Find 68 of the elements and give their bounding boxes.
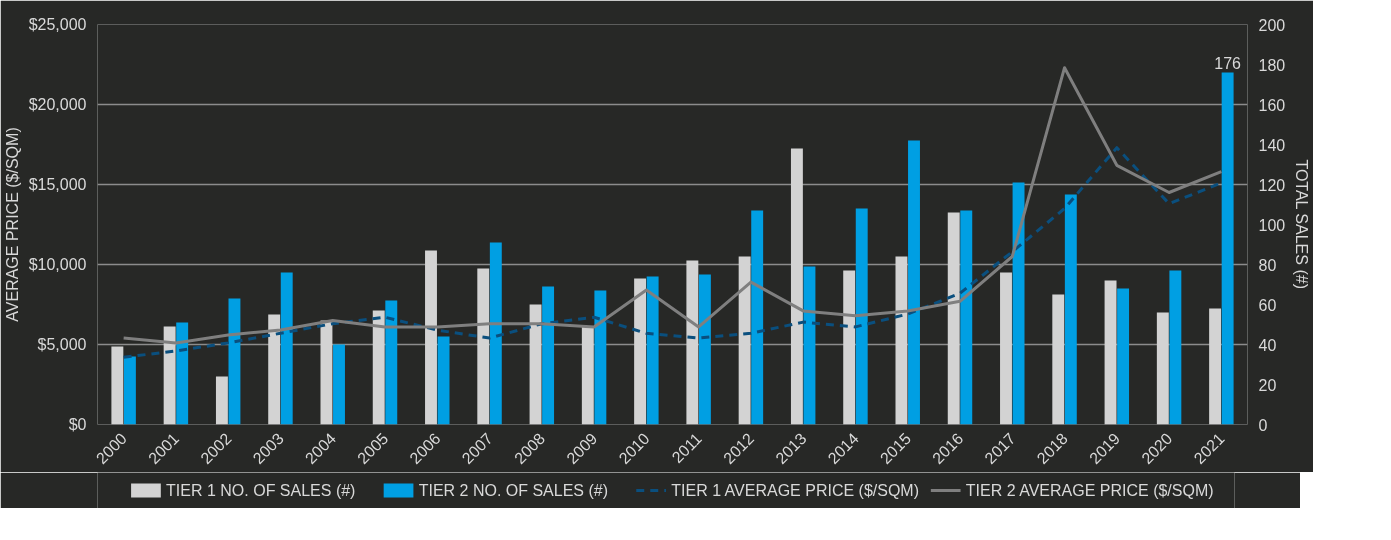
bar xyxy=(477,268,490,425)
bar xyxy=(843,270,856,425)
y-tick-label: $0 xyxy=(68,416,87,433)
bar xyxy=(895,256,908,425)
y2-tick-label: 80 xyxy=(1258,256,1277,274)
bar xyxy=(333,344,345,425)
legend-label: TIER 1 AVERAGE PRICE ($/SQM) xyxy=(671,482,920,499)
bar xyxy=(372,310,385,425)
data-label: 176 xyxy=(1214,54,1242,72)
bar xyxy=(542,286,555,425)
bar xyxy=(489,242,502,425)
y-tick-label: $10,000 xyxy=(28,256,87,273)
bar xyxy=(646,276,659,425)
bar xyxy=(686,260,699,425)
legend-label: TIER 1 NO. OF SALES (#) xyxy=(166,482,356,499)
bar xyxy=(228,298,241,425)
bar xyxy=(1000,272,1012,425)
y2-tick-label: 0 xyxy=(1258,416,1268,434)
y-tick-label: $25,000 xyxy=(28,16,87,33)
bar xyxy=(1209,308,1222,425)
bar xyxy=(268,314,281,425)
bar xyxy=(320,320,333,425)
y2-tick-label: 40 xyxy=(1258,336,1277,354)
y2-tick-label: 160 xyxy=(1258,96,1286,114)
bar xyxy=(529,304,542,425)
bar xyxy=(634,278,647,425)
bar xyxy=(1064,194,1077,425)
bar xyxy=(947,212,960,425)
bar xyxy=(1052,294,1065,425)
bar xyxy=(280,272,293,425)
bar xyxy=(1156,312,1169,425)
bar xyxy=(111,346,124,425)
y2-tick-label: 100 xyxy=(1258,216,1286,234)
y2-tick-label: 60 xyxy=(1258,296,1277,314)
bar xyxy=(855,208,868,425)
bar xyxy=(698,274,711,425)
bar xyxy=(176,322,189,425)
bar xyxy=(163,326,176,425)
y2-tick-label: 200 xyxy=(1258,16,1286,34)
bar xyxy=(751,210,764,425)
y2-axis-title: TOTAL SALES (#) xyxy=(1293,159,1311,289)
bar xyxy=(581,326,594,425)
bar xyxy=(123,356,136,425)
y-tick-label: $20,000 xyxy=(28,96,87,113)
y-tick-label: $15,000 xyxy=(28,176,87,193)
bar xyxy=(425,250,437,425)
y2-tick-label: 180 xyxy=(1258,56,1286,74)
bar xyxy=(437,336,450,425)
y2-tick-label: 120 xyxy=(1258,176,1286,194)
bar xyxy=(790,148,803,425)
legend-label: TIER 2 AVERAGE PRICE ($/SQM) xyxy=(965,482,1214,499)
bar xyxy=(385,300,398,425)
bar xyxy=(960,210,973,425)
y-tick-label: $5,000 xyxy=(37,336,87,353)
bar xyxy=(908,140,920,425)
y-axis-title: AVERAGE PRICE ($/SQM) xyxy=(3,127,21,322)
bar xyxy=(1169,270,1182,425)
y2-tick-label: 20 xyxy=(1258,376,1277,394)
bar xyxy=(1117,288,1130,425)
bar xyxy=(1104,280,1117,425)
bar xyxy=(803,266,816,425)
bar xyxy=(1221,72,1234,425)
bar xyxy=(215,376,228,425)
y2-tick-label: 140 xyxy=(1258,136,1286,154)
bar xyxy=(1012,182,1025,425)
bar xyxy=(738,256,751,425)
legend-label: TIER 2 NO. OF SALES (#) xyxy=(418,482,609,499)
bar xyxy=(594,290,607,425)
